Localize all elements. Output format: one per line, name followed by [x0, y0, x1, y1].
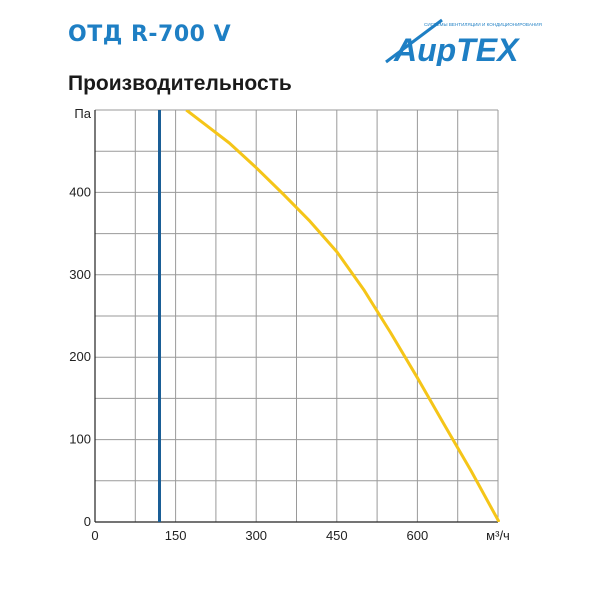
x-tick-label: 300 [245, 528, 267, 543]
x-tick-label: 450 [326, 528, 348, 543]
performance-curve [185, 110, 500, 522]
y-tick-label: 100 [69, 432, 91, 447]
brand-logo: СИСТЕМЫ ВЕНТИЛЯЦИИ И КОНДИЦИОНИРОВАНИЯ А… [385, 18, 542, 66]
chart-axes [94, 110, 498, 523]
chart-grid [95, 109, 499, 522]
model-title: ОТД R-700 V [68, 22, 232, 47]
y-tick-label: 200 [69, 349, 91, 364]
y-tick-label: 300 [69, 267, 91, 282]
y-tick-label: 0 [84, 514, 91, 529]
x-axis-label: м³/ч [486, 528, 510, 543]
brand-logo-text: АирТЕХ [393, 32, 520, 66]
y-tick-label: 400 [69, 184, 91, 199]
x-tick-label: 150 [165, 528, 187, 543]
chart-title: Производительность [68, 72, 292, 95]
brand-tagline: СИСТЕМЫ ВЕНТИЛЯЦИИ И КОНДИЦИОНИРОВАНИЯ [424, 22, 542, 27]
x-tick-label: 0 [91, 528, 98, 543]
chart-ticks: 0 150 300 450 600 0 100 200 300 400 Па м³/ч [69, 106, 510, 543]
y-axis-label: Па [74, 106, 91, 121]
x-tick-label: 600 [407, 528, 429, 543]
chart-series [158, 110, 500, 522]
